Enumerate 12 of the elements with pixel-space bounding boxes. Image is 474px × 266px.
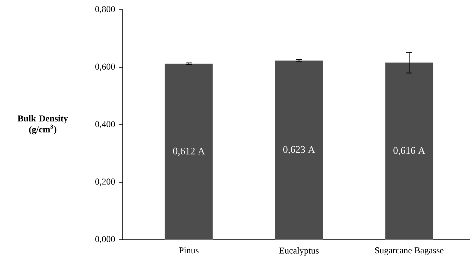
x-tick-label: Sugarcane Bagasse — [375, 248, 444, 256]
data-label: 0,612 A — [173, 148, 206, 156]
y-tick-label: 0,000 — [96, 236, 116, 244]
data-label: 0,616 A — [394, 147, 426, 156]
y-tick-label: 0,400 — [96, 121, 116, 129]
x-tick-label: Eucalyptus — [280, 248, 319, 256]
data-label: 0,623 A — [284, 146, 316, 155]
text: Bulk Density (g/cm$^{3}$) — [18, 115, 68, 135]
y-tick-label: 0,800 — [96, 6, 116, 14]
y-tick-label: 0,200 — [96, 178, 116, 186]
x-tick-label: Pinus — [179, 248, 199, 254]
y-tick-label: 0,600 — [96, 64, 116, 72]
